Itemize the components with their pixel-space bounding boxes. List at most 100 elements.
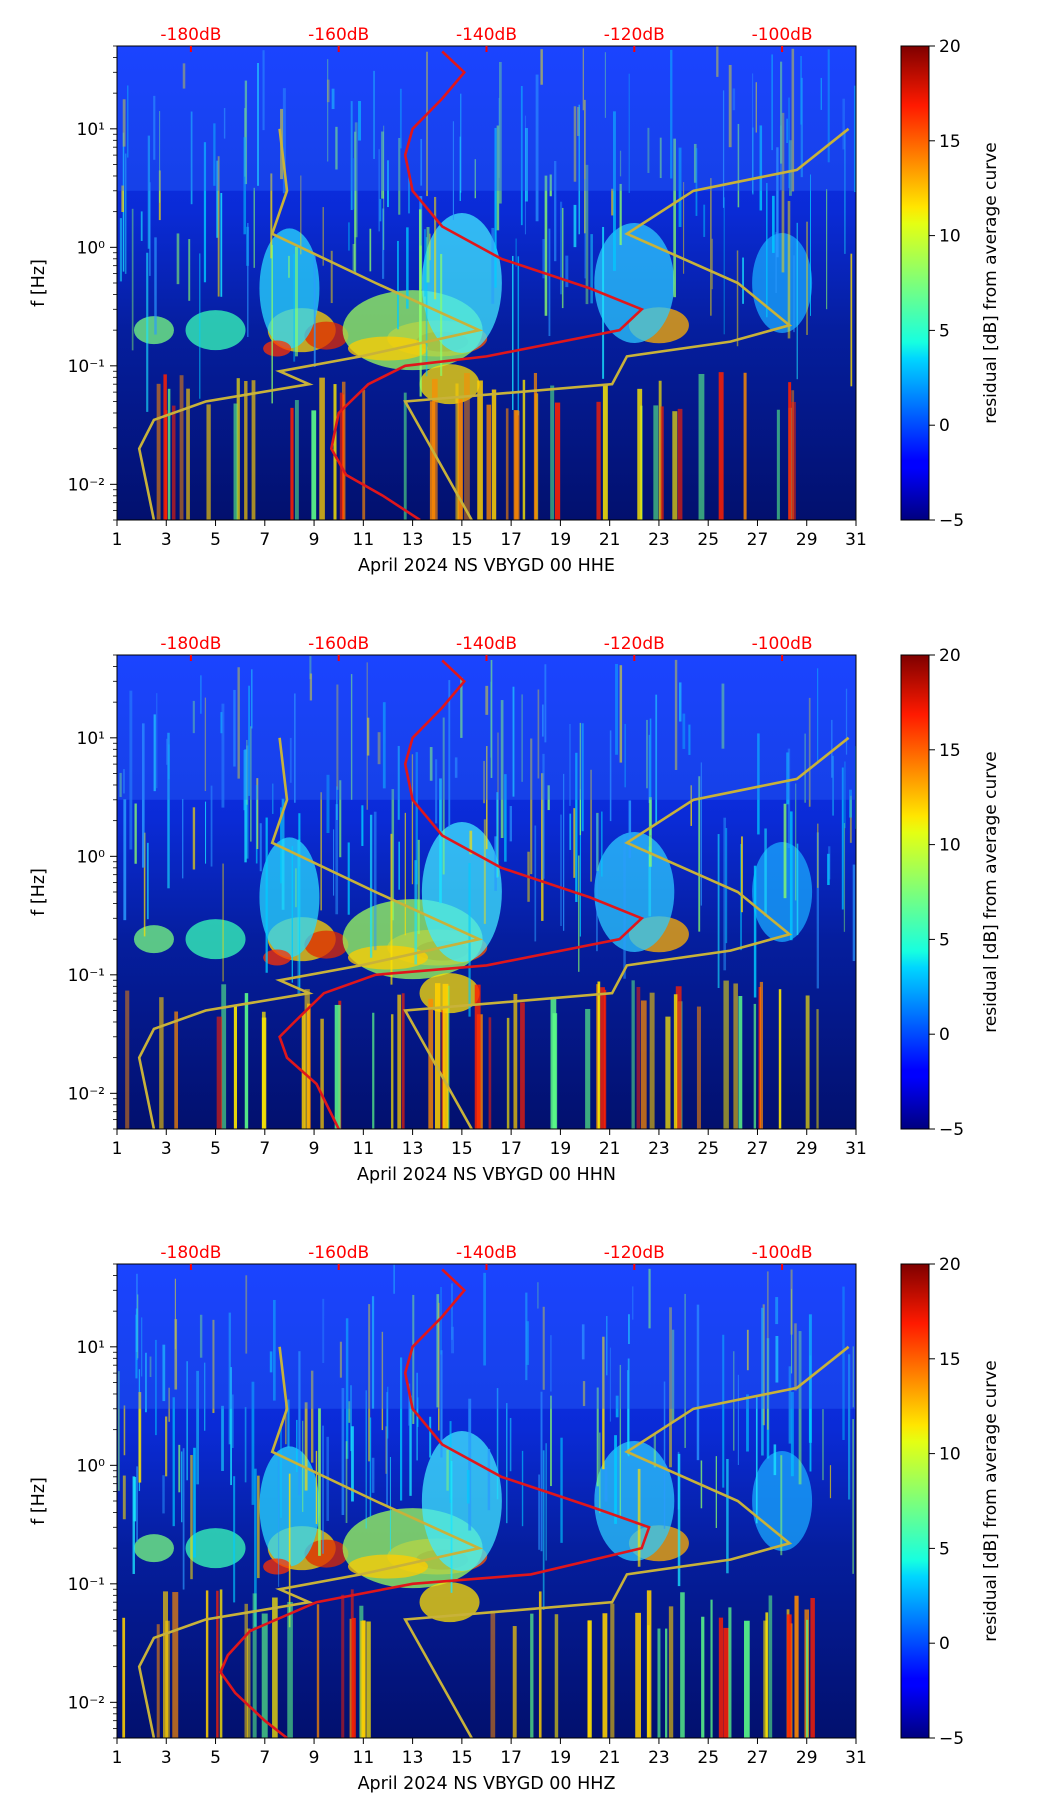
top-db-tick-label: -100dB: [752, 25, 813, 45]
top-db-tick-label: -100dB: [752, 634, 813, 654]
noise-model-high-curve: [403, 127, 850, 520]
colorbar-tick-label: −5: [939, 1729, 964, 1749]
top-db-tick-label: -120dB: [604, 1243, 665, 1263]
x-tick-label: 7: [259, 530, 270, 550]
spectrogram-heatmap: [117, 1264, 856, 1738]
y-tick-label: 10⁻²: [68, 475, 105, 495]
colorbar-tick-label: 0: [939, 416, 950, 436]
x-tick-label: 9: [309, 1748, 320, 1768]
x-tick-label: 17: [500, 1139, 522, 1159]
x-tick-label: 5: [210, 1748, 221, 1768]
y-tick-label: 10⁻¹: [68, 357, 105, 377]
x-tick-label: 15: [451, 530, 473, 550]
x-tick-label: 23: [648, 530, 670, 550]
x-tick-label: 7: [259, 1748, 270, 1768]
top-db-tick-label: -140dB: [456, 1243, 517, 1263]
x-tick-label: 19: [550, 1139, 572, 1159]
colorbar: [900, 654, 930, 1130]
colorbar-label: residual [dB] from average curve: [981, 751, 1001, 1032]
y-tick-label: 10⁻¹: [68, 1575, 105, 1595]
top-db-tick-label: -140dB: [456, 25, 517, 45]
noise-model-low-curve: [137, 737, 484, 1129]
spectrogram-heatmap: [117, 655, 856, 1129]
colorbar-tick-label: −5: [939, 511, 964, 531]
top-db-tick-label: -180dB: [160, 634, 221, 654]
x-tick-label: 19: [550, 1748, 572, 1768]
top-db-tick-label: -160dB: [308, 25, 369, 45]
x-tick-label: 29: [796, 530, 818, 550]
average-psd-curve: [278, 659, 645, 1129]
average-psd-curve: [219, 1268, 651, 1738]
x-tick-label: 13: [402, 1748, 424, 1768]
x-tick-label: 17: [500, 1748, 522, 1768]
top-db-tick-label: -160dB: [308, 1243, 369, 1263]
x-tick-label: 31: [845, 1139, 867, 1159]
x-tick-label: 21: [599, 530, 621, 550]
colorbar-tick-label: 5: [939, 1539, 950, 1559]
x-tick-label: 1: [112, 1748, 123, 1768]
x-tick-label: 11: [353, 530, 375, 550]
colorbar-tick-label: 10: [939, 227, 961, 247]
top-db-tick-label: -100dB: [752, 1243, 813, 1263]
noise-model-low-curve: [137, 1346, 484, 1738]
top-db-tick-label: -180dB: [160, 25, 221, 45]
x-tick-label: 13: [402, 530, 424, 550]
colorbar-tick-label: 20: [939, 37, 961, 57]
y-tick-label: 10¹: [77, 120, 105, 140]
x-tick-label: 3: [161, 1748, 172, 1768]
top-db-tick-label: -120dB: [604, 25, 665, 45]
colorbar-label: residual [dB] from average curve: [981, 142, 1001, 423]
colorbar-tick-label: −5: [939, 1120, 964, 1140]
colorbar-tick-label: 10: [939, 1445, 961, 1465]
top-db-tick-label: -180dB: [160, 1243, 221, 1263]
x-tick-label: 27: [747, 530, 769, 550]
x-tick-label: 27: [747, 1748, 769, 1768]
x-tick-label: 13: [402, 1139, 424, 1159]
y-axis-label: f [Hz]: [29, 1477, 49, 1525]
x-tick-label: 17: [500, 530, 522, 550]
x-tick-label: 25: [697, 1139, 719, 1159]
colorbar-tick-label: 20: [939, 1255, 961, 1275]
colorbar-tick-label: 10: [939, 836, 961, 856]
x-tick-label: 23: [648, 1748, 670, 1768]
spectrogram-heatmap: [117, 46, 856, 520]
x-tick-label: 19: [550, 530, 572, 550]
noise-model-high-curve: [403, 1345, 850, 1738]
colorbar: [900, 1263, 930, 1739]
colorbar-tick-label: 0: [939, 1025, 950, 1045]
y-tick-label: 10⁻²: [68, 1084, 105, 1104]
y-tick-label: 10⁻²: [68, 1693, 105, 1713]
x-tick-label: 29: [796, 1748, 818, 1768]
x-tick-label: 11: [353, 1748, 375, 1768]
x-axis-label: April 2024 NS VBYGD 00 HHE: [358, 556, 615, 576]
y-tick-label: 10¹: [77, 729, 105, 749]
x-axis-label: April 2024 NS VBYGD 00 HHZ: [358, 1774, 616, 1794]
x-tick-label: 1: [112, 1139, 123, 1159]
top-db-tick-label: -120dB: [604, 634, 665, 654]
colorbar-tick-label: 15: [939, 132, 961, 152]
y-tick-label: 10⁰: [77, 238, 106, 258]
x-tick-label: 5: [210, 530, 221, 550]
x-tick-label: 31: [845, 1748, 867, 1768]
colorbar-tick-label: 5: [939, 321, 950, 341]
x-tick-label: 21: [599, 1139, 621, 1159]
colorbar-tick-label: 15: [939, 1350, 961, 1370]
x-axis-label: April 2024 NS VBYGD 00 HHN: [357, 1165, 616, 1185]
x-tick-label: 15: [451, 1748, 473, 1768]
x-tick-label: 9: [309, 1139, 320, 1159]
x-tick-label: 27: [747, 1139, 769, 1159]
top-db-tick-label: -140dB: [456, 634, 517, 654]
noise-model-low-curve: [137, 128, 484, 520]
x-tick-label: 9: [309, 530, 320, 550]
x-tick-label: 25: [697, 1748, 719, 1768]
colorbar-tick-label: 15: [939, 741, 961, 761]
x-tick-label: 29: [796, 1139, 818, 1159]
y-axis-label: f [Hz]: [29, 868, 49, 916]
y-tick-label: 10⁰: [77, 847, 106, 867]
colorbar-label: residual [dB] from average curve: [981, 1360, 1001, 1641]
top-db-tick-label: -160dB: [308, 634, 369, 654]
colorbar-tick-label: 0: [939, 1634, 950, 1654]
